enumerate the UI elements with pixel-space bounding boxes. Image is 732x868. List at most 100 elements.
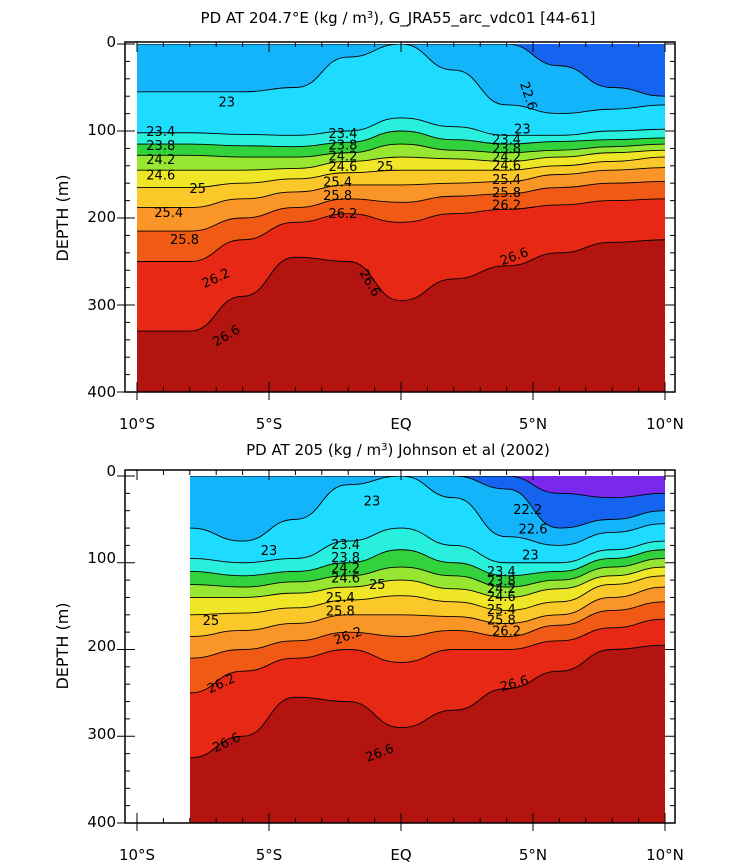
bottom-y-tick-label: 300: [87, 725, 116, 743]
contour-label: 24.2: [328, 150, 357, 165]
density-layer-22-6: [137, 44, 665, 97]
contour-label: 23: [514, 123, 531, 138]
isopycnal-26-2: [137, 198, 665, 262]
isopycnal-25-4: [137, 167, 665, 209]
contour-label: 23.8: [492, 142, 521, 157]
contour-label: 22.6: [519, 522, 548, 537]
top-y-tick-label: 300: [87, 296, 116, 314]
isopycnal-26-6: [190, 644, 665, 759]
contour-label: 23: [261, 544, 278, 559]
top-plot-frame: [124, 41, 676, 393]
contour-label: 24.6: [146, 169, 175, 184]
bottom-x-tick-label: 10°N: [646, 846, 684, 864]
contour-label: 23.4: [328, 127, 357, 142]
top-axis-ticks: [117, 42, 675, 400]
isopycnal-23: [137, 44, 665, 115]
bottom-x-tick-label: 10°S: [119, 846, 155, 864]
contour-label: 24.2: [487, 582, 516, 597]
isopycnal-24-2: [190, 557, 665, 588]
contour-label: 25.4: [154, 206, 183, 221]
contour-label: 24.6: [331, 572, 360, 587]
isopycnal-22-6: [137, 44, 665, 97]
bottom-x-tick-label: 5°N: [519, 846, 547, 864]
contour-label: 25: [377, 160, 394, 175]
contour-label: 26.2: [328, 207, 357, 222]
bottom-y-tick-label: 200: [87, 637, 116, 655]
isopycnal-24-6: [190, 566, 665, 598]
top-x-tick-label: 10°N: [646, 415, 684, 433]
bottom-contour-lines: [190, 476, 665, 759]
contour-label: 25.8: [170, 233, 199, 248]
top-x-tick-label: 10°S: [119, 415, 155, 433]
bottom-x-tick-label: EQ: [390, 846, 411, 864]
contour-label: 26.2: [492, 198, 521, 213]
contour-label: 24.2: [492, 150, 521, 165]
contour-label: 25.8: [487, 613, 516, 628]
bottom-y-axis-label: DEPTH (m): [53, 602, 72, 689]
contour-label: 23.8: [487, 574, 516, 589]
contour-label: 23.8: [146, 139, 175, 154]
isopycnal-25-8: [137, 181, 665, 232]
bottom-plot-frame: [124, 469, 676, 824]
bottom-x-tick-label: 5°S: [256, 846, 283, 864]
contour-label: 24.6: [487, 590, 516, 605]
contour-label: 23.8: [331, 551, 360, 566]
contour-label: 23: [218, 96, 235, 111]
bottom-tick-labels: 10°S 5°S EQ 5°N 10°N 0 100 200 300 400: [87, 462, 684, 864]
contour-label: 25.4: [487, 603, 516, 618]
contour-label: 23.4: [492, 133, 521, 148]
isopycnal-25-4: [190, 586, 665, 637]
density-layer-22-2: [190, 476, 665, 498]
contour-label: 24.2: [146, 153, 175, 168]
contour-label: 25.8: [326, 605, 355, 620]
top-x-tick-label: 5°S: [256, 415, 283, 433]
bottom-y-tick-label: 400: [87, 813, 116, 831]
isopycnal-23-8: [137, 130, 665, 148]
contour-label: 22.2: [513, 503, 542, 518]
isopycnal-23-8: [190, 549, 665, 577]
contour-label: 25: [369, 578, 386, 593]
bottom-y-tick-label: 100: [87, 549, 116, 567]
contour-label: 25: [189, 182, 206, 197]
contour-label: 26.6: [499, 673, 531, 695]
isopycnal-22-2: [190, 476, 665, 499]
contour-label: 24.6: [328, 160, 357, 175]
contour-label: 23.4: [331, 538, 360, 553]
isopycnal-26-6: [137, 239, 665, 332]
bottom-panel: PD AT 205 (kg / m3) Johnson et al (2002)…: [53, 441, 684, 864]
contour-label: 26.2: [492, 625, 521, 640]
contour-label: 25.4: [326, 591, 355, 606]
contour-label: 23: [364, 495, 381, 510]
contour-label: 25.8: [323, 189, 352, 204]
isopycnal-23-4: [190, 527, 665, 564]
isopycnal-22-6: [190, 476, 665, 529]
contour-label: 25.8: [492, 186, 521, 201]
contour-label: 25.4: [323, 176, 352, 191]
isopycnal-23-4: [137, 117, 665, 136]
top-panel: PD AT 204.7°E (kg / m3), G_JRA55_arc_vdc…: [53, 9, 684, 433]
isopycnal-24-2: [137, 143, 665, 158]
top-x-tick-label: 5°N: [519, 415, 547, 433]
contour-label: 23: [522, 548, 539, 563]
isopycnal-25: [137, 156, 665, 188]
top-chart-title: PD AT 204.7°E (kg / m3), G_JRA55_arc_vdc…: [201, 9, 596, 28]
top-x-tick-label: EQ: [390, 415, 411, 433]
contour-label: 24.6: [492, 159, 521, 174]
bottom-chart-title: PD AT 205 (kg / m3) Johnson et al (2002): [246, 441, 550, 459]
isopycnal-24-6: [137, 149, 665, 171]
bottom-contour-fills: [190, 476, 665, 823]
top-contour-lines: [137, 44, 665, 332]
bottom-axis-ticks: [117, 470, 675, 831]
density-layer-23: [137, 44, 665, 114]
top-y-axis-label: DEPTH (m): [53, 174, 72, 261]
top-tick-labels: 10°S 5°S EQ 5°N 10°N 0 100 200 300 400: [87, 33, 684, 433]
contour-label: 23.4: [146, 125, 175, 140]
top-y-tick-label: 100: [87, 121, 116, 139]
top-y-tick-label: 0: [106, 33, 116, 51]
contour-label: 25: [203, 614, 220, 629]
isopycnal-23: [190, 476, 665, 546]
top-y-tick-label: 400: [87, 383, 116, 401]
contour-label: 23.4: [487, 565, 516, 580]
top-y-tick-label: 200: [87, 208, 116, 226]
